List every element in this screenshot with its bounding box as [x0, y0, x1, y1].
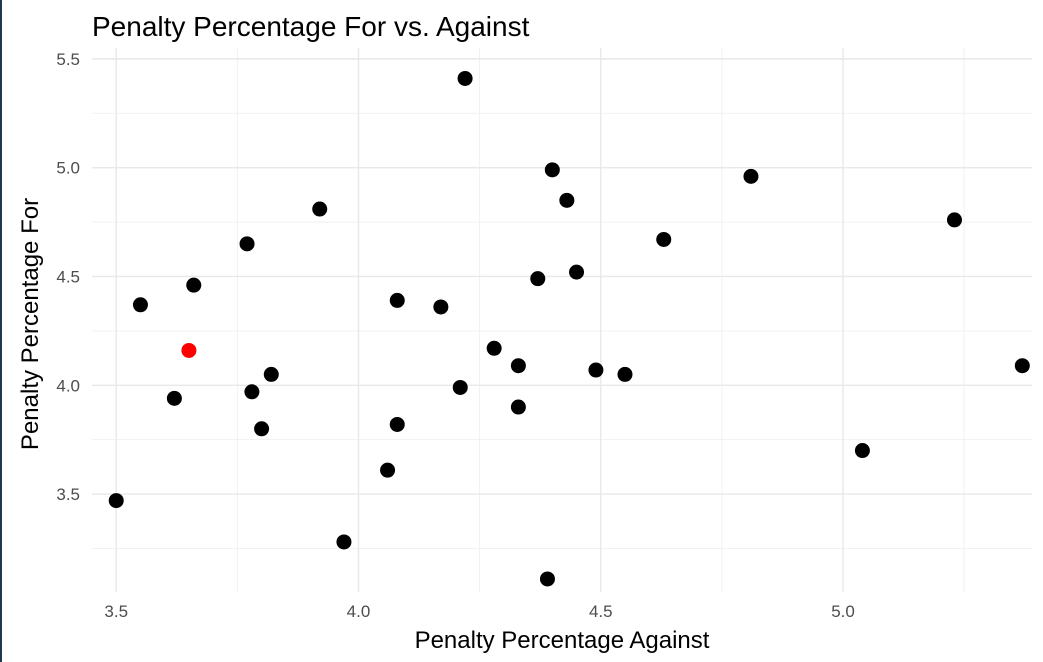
y-tick-label: 4.0 — [56, 376, 80, 395]
data-point — [263, 366, 279, 382]
data-point — [389, 292, 405, 308]
y-axis-title: Penalty Percentage For — [17, 198, 44, 450]
data-point — [336, 534, 352, 550]
data-point — [389, 416, 405, 432]
x-tick-label: 4.0 — [347, 602, 371, 621]
x-tick-label: 3.5 — [104, 602, 128, 621]
data-point — [108, 493, 124, 509]
y-tick-label: 5.5 — [56, 50, 80, 69]
data-point — [312, 201, 328, 217]
data-point — [452, 379, 468, 395]
highlighted-data-point — [181, 342, 197, 358]
data-point — [539, 571, 555, 587]
data-point — [588, 362, 604, 378]
data-point — [530, 271, 546, 287]
data-points — [108, 70, 1030, 587]
chart-title: Penalty Percentage For vs. Against — [92, 11, 530, 42]
data-point — [510, 399, 526, 415]
data-point — [254, 421, 270, 437]
data-point — [186, 277, 202, 293]
data-point — [510, 358, 526, 374]
grid-lines — [92, 48, 1032, 592]
data-point — [486, 340, 502, 356]
data-point — [132, 297, 148, 313]
y-tick-label: 5.0 — [56, 159, 80, 178]
y-tick-label: 3.5 — [56, 485, 80, 504]
data-point — [946, 212, 962, 228]
data-point — [239, 236, 255, 252]
data-point — [656, 231, 672, 247]
x-tick-label: 4.5 — [589, 602, 613, 621]
data-point — [743, 168, 759, 184]
data-point — [244, 384, 260, 400]
y-tick-label: 4.5 — [56, 267, 80, 286]
data-point — [1014, 358, 1030, 374]
data-point — [166, 390, 182, 406]
data-point — [854, 443, 870, 459]
data-point — [380, 462, 396, 478]
data-point — [433, 299, 449, 315]
data-point — [457, 70, 473, 86]
data-point — [617, 366, 633, 382]
x-axis-title: Penalty Percentage Against — [415, 627, 710, 654]
data-point — [559, 192, 575, 208]
data-point — [544, 162, 560, 178]
data-point — [569, 264, 585, 280]
tick-labels: 3.5 4.0 4.5 5.0 3.5 4.0 4.5 5.0 5.5 — [56, 50, 854, 621]
x-tick-label: 5.0 — [831, 602, 855, 621]
